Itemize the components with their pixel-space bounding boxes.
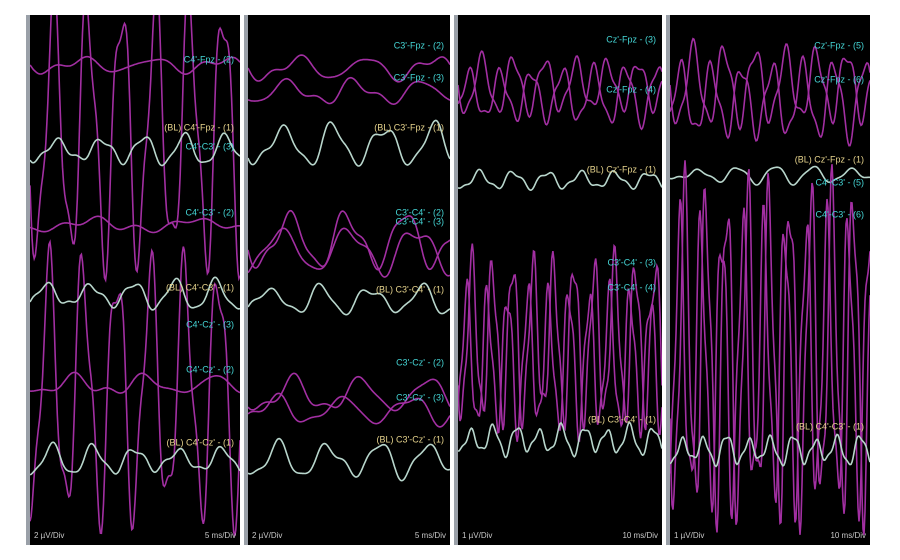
waveform <box>30 55 240 76</box>
waveform <box>248 372 450 412</box>
waveform <box>670 165 870 186</box>
waveform <box>248 392 450 428</box>
channel-label: C4'-C3' - (5) <box>816 177 864 187</box>
waveform <box>248 227 450 278</box>
channel-label: C4'-C3' - (2) <box>186 207 234 217</box>
channel-label: (BL) C4'-Cz' - (1) <box>167 437 234 447</box>
waveform <box>30 15 240 283</box>
channel-label: C3'-Fpz - (3) <box>394 72 444 82</box>
scale-label: 2 µV/Div <box>34 531 64 540</box>
waveform <box>248 437 450 482</box>
waveform <box>248 54 450 83</box>
channel-label: C3'-Cz' - (3) <box>396 392 444 402</box>
channel-label: Cz'-Fpz - (5) <box>814 40 864 50</box>
waveform <box>30 371 240 394</box>
channel-label: (BL) C3'-Fpz - (1) <box>374 122 444 132</box>
channel-label: C4'-C3' - (3) <box>186 141 234 151</box>
waveform <box>30 239 240 537</box>
panel-background <box>670 15 870 545</box>
scale-label: 1 µV/Div <box>462 531 492 540</box>
waveform <box>30 276 240 311</box>
eeg-panel: Cz'-Fpz - (5) Cz'-Fpz - (6) (BL) Cz'-Fpz -… <box>666 15 870 545</box>
waveform <box>30 215 240 234</box>
channel-label: (BL) Cz'-Fpz - (1) <box>587 164 656 174</box>
eeg-panel: C3'-Fpz - (2) C3'-Fpz - (3) (BL) C3'-Fpz -… <box>244 15 450 545</box>
waveform <box>248 119 450 167</box>
channel-label: C3'-C4' - (3) <box>396 216 444 226</box>
channel-label: C3'-Fpz - (2) <box>394 40 444 50</box>
waveform <box>670 433 870 468</box>
panel-border <box>26 15 30 545</box>
waveform <box>458 61 662 131</box>
waveform <box>458 50 662 119</box>
traces <box>670 37 870 536</box>
channel-label: (BL) C4'-C3' - (1) <box>796 421 864 431</box>
channel-label: (BL) Cz'-Fpz - (1) <box>795 154 864 164</box>
waveform <box>30 441 240 476</box>
channel-label: C4'-Cz' - (3) <box>186 319 234 329</box>
channel-label: C3'-C4' - (4) <box>608 282 656 292</box>
channel-label: (BL) C3'-Cz' - (1) <box>377 434 444 444</box>
waveform <box>458 421 662 459</box>
waveform <box>248 76 450 106</box>
panel-background <box>30 15 240 545</box>
eeg-panel: C4'-Fpz - (2) (BL) C4'-Fpz - (1) C4'-C3' -… <box>26 15 240 545</box>
channel-label: C3'-C4' - (3) <box>608 257 656 267</box>
channel-label: Cz'-Fpz - (4) <box>606 84 656 94</box>
scale-label: 5 ms/Div <box>415 531 446 540</box>
scale-label: 10 ms/Div <box>622 531 658 540</box>
panel-background <box>248 15 450 545</box>
channel-label: (BL) C3'-C4' - (1) <box>376 284 444 294</box>
traces <box>458 50 662 459</box>
channel-label: (BL) C4'-Fpz - (1) <box>164 122 234 132</box>
panel-border <box>244 15 248 545</box>
waveform <box>670 198 870 523</box>
waveform <box>458 243 662 432</box>
eeg-panel: Cz'-Fpz - (3) Cz'-Fpz - (4) (BL) Cz'-Fpz -… <box>454 15 662 545</box>
scale-label: 5 ms/Div <box>205 531 236 540</box>
waveform <box>458 278 662 442</box>
panel-border <box>666 15 670 545</box>
waveform <box>248 282 450 316</box>
channel-label: C4'-C3' - (6) <box>816 209 864 219</box>
channel-label: (BL) C4'-C3' - (1) <box>166 282 234 292</box>
panel-border <box>454 15 458 545</box>
waveform <box>30 131 240 167</box>
waveform <box>670 54 870 147</box>
channel-label: Cz'-Fpz - (3) <box>606 34 656 44</box>
scale-label: 10 ms/Div <box>830 531 866 540</box>
traces <box>248 54 450 482</box>
waveform <box>458 168 662 192</box>
channel-label: Cz'-Fpz - (6) <box>814 74 864 84</box>
scale-label: 2 µV/Div <box>252 531 282 540</box>
channel-label: C3'-C4' - (2) <box>396 207 444 217</box>
channel-label: C4'-Cz' - (2) <box>186 364 234 374</box>
waveform <box>670 160 870 536</box>
channel-label: C4'-Fpz - (2) <box>184 54 234 64</box>
channel-label: C3'-Cz' - (2) <box>396 357 444 367</box>
traces <box>30 15 240 537</box>
channel-label: (BL) C3'-C4' - (1) <box>588 414 656 424</box>
scale-label: 1 µV/Div <box>674 531 704 540</box>
